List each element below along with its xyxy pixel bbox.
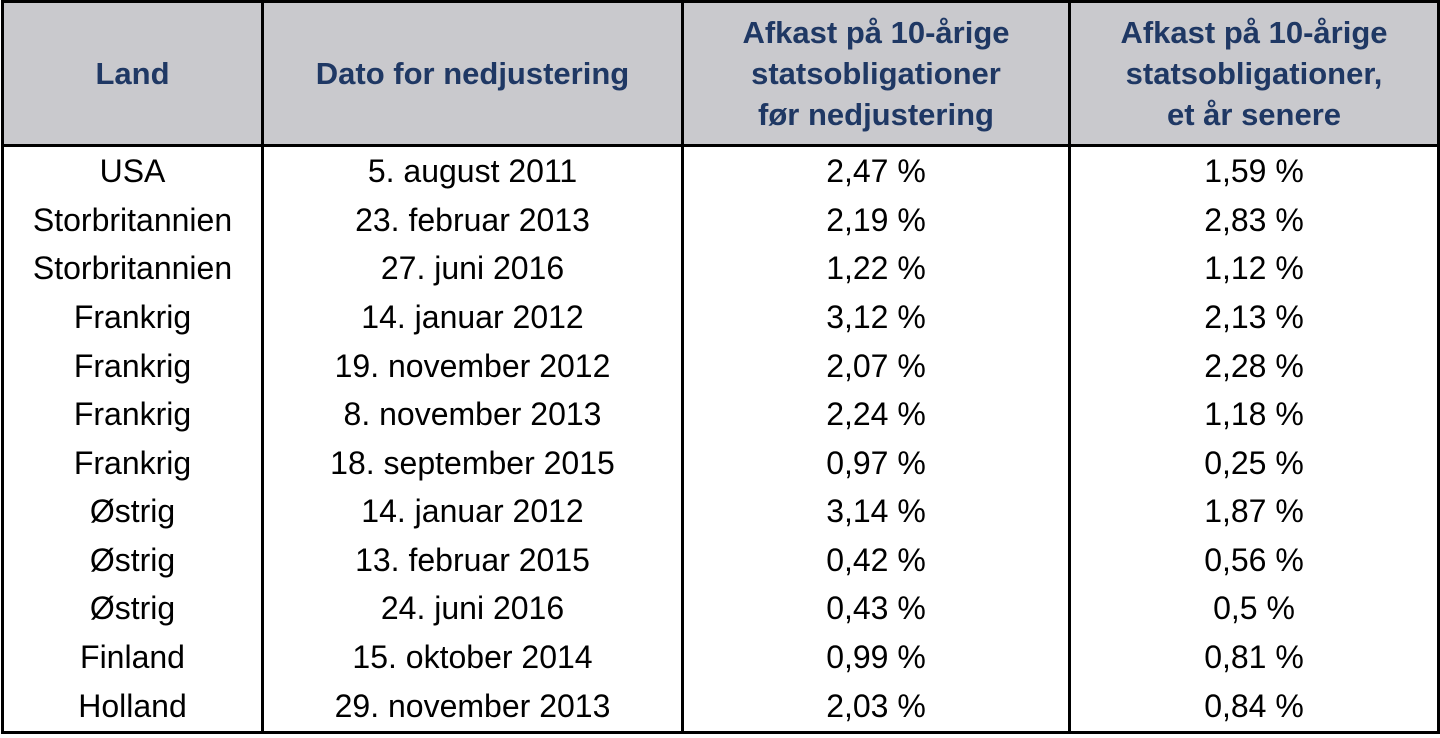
header-cell-afkast-foer: Afkast på 10-årige statsobligationer før…	[681, 1, 1070, 147]
table-cell: 2,03 %	[681, 681, 1070, 733]
table-cell: 2,83 %	[1068, 196, 1439, 245]
table-row: Østrig 13. februar 2015 0,42 % 0,56 %	[2, 536, 1439, 585]
table-cell: 19. november 2012	[261, 341, 683, 391]
table-row: USA 5. august 2011 2,47 % 1,59 %	[2, 145, 1439, 197]
table-header: Land Dato for nedjustering Afkast på 10-…	[2, 1, 1439, 147]
table-cell: 2,24 %	[681, 390, 1070, 439]
table-cell: Østrig	[2, 487, 263, 537]
table-row: Frankrig 8. november 2013 2,24 % 1,18 %	[2, 390, 1439, 439]
table-cell: 2,13 %	[1068, 293, 1439, 342]
table-cell: 2,07 %	[681, 341, 1070, 391]
table-cell: 0,5 %	[1068, 584, 1439, 634]
table-cell: 2,19 %	[681, 196, 1070, 245]
table-cell: 5. august 2011	[261, 145, 683, 197]
table-row: Storbritannien 27. juni 2016 1,22 % 1,12 %	[2, 244, 1439, 294]
table-row: Frankrig 14. januar 2012 3,12 % 2,13 %	[2, 293, 1439, 342]
table-body: USA 5. august 2011 2,47 % 1,59 % Storbritann…	[2, 145, 1439, 733]
table-cell: 2,28 %	[1068, 341, 1439, 391]
table-cell: 3,14 %	[681, 487, 1070, 537]
table-cell: 0,99 %	[681, 633, 1070, 682]
table-cell: 24. juni 2016	[261, 584, 683, 634]
table-cell: 18. september 2015	[261, 438, 683, 488]
table-row: Storbritannien 23. februar 2013 2,19 % 2,83…	[2, 196, 1439, 245]
table-row: Østrig 14. januar 2012 3,14 % 1,87 %	[2, 487, 1439, 537]
header-cell-dato: Dato for nedjustering	[261, 1, 683, 147]
table-cell: 0,25 %	[1068, 438, 1439, 488]
table-cell: 3,12 %	[681, 293, 1070, 342]
table-cell: Finland	[2, 633, 263, 682]
table-cell: 0,97 %	[681, 438, 1070, 488]
table-cell: 1,18 %	[1068, 390, 1439, 439]
table-row: Finland 15. oktober 2014 0,99 % 0,81 %	[2, 633, 1439, 682]
table-cell: 23. februar 2013	[261, 196, 683, 245]
table-cell: USA	[2, 145, 263, 197]
table-cell: Holland	[2, 681, 263, 733]
table-cell: 1,87 %	[1068, 487, 1439, 537]
table-header-row: Land Dato for nedjustering Afkast på 10-…	[2, 1, 1439, 147]
table-cell: 0,56 %	[1068, 536, 1439, 585]
table-cell: 0,84 %	[1068, 681, 1439, 733]
table-cell: 14. januar 2012	[261, 487, 683, 537]
table-cell: Østrig	[2, 584, 263, 634]
table-cell: 1,12 %	[1068, 244, 1439, 294]
table-row: Frankrig 19. november 2012 2,07 % 2,28 %	[2, 341, 1439, 391]
table-cell: Frankrig	[2, 293, 263, 342]
table-cell: Østrig	[2, 536, 263, 585]
table-cell: Storbritannien	[2, 244, 263, 294]
table-cell: Frankrig	[2, 390, 263, 439]
table-cell: Frankrig	[2, 438, 263, 488]
table-row: Frankrig 18. september 2015 0,97 % 0,25 %	[2, 438, 1439, 488]
table-cell: 14. januar 2012	[261, 293, 683, 342]
table-cell: Storbritannien	[2, 196, 263, 245]
table-cell: 27. juni 2016	[261, 244, 683, 294]
table-row: Holland 29. november 2013 2,03 % 0,84 %	[2, 681, 1439, 733]
table-cell: 1,22 %	[681, 244, 1070, 294]
table-cell: 8. november 2013	[261, 390, 683, 439]
table-cell: 1,59 %	[1068, 145, 1439, 197]
table-cell: 29. november 2013	[261, 681, 683, 733]
table-cell: 0,42 %	[681, 536, 1070, 585]
table-row: Østrig 24. juni 2016 0,43 % 0,5 %	[2, 584, 1439, 634]
table-cell: 0,43 %	[681, 584, 1070, 634]
header-cell-land: Land	[2, 1, 263, 147]
table-cell: 15. oktober 2014	[261, 633, 683, 682]
table-cell: 13. februar 2015	[261, 536, 683, 585]
table-cell: 2,47 %	[681, 145, 1070, 197]
table-cell: Frankrig	[2, 341, 263, 391]
table-cell: 0,81 %	[1068, 633, 1439, 682]
header-cell-afkast-senere: Afkast på 10-årige statsobligationer, et…	[1068, 1, 1439, 147]
